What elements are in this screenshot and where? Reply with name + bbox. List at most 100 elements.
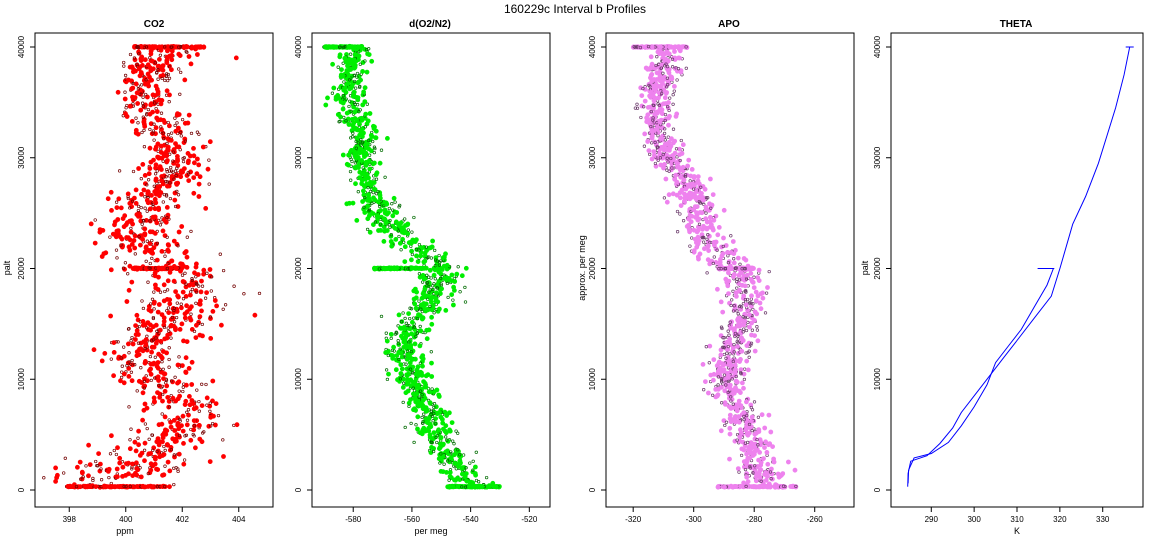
- data-point: [139, 177, 143, 181]
- data-point: [108, 484, 114, 490]
- data-point: [140, 299, 144, 303]
- data-point: [133, 332, 139, 337]
- data-point: [325, 95, 330, 101]
- data-point: [645, 139, 651, 144]
- data-point: [197, 132, 201, 136]
- data-point: [743, 427, 749, 433]
- data-point: [204, 382, 208, 387]
- data-point: [134, 466, 140, 471]
- data-point: [98, 461, 103, 467]
- data-point: [158, 290, 163, 294]
- panel-do2n2-frame: [311, 32, 551, 508]
- data-point: [733, 385, 738, 391]
- data-point: [164, 58, 170, 63]
- data-point: [742, 327, 746, 331]
- data-point: [657, 119, 663, 125]
- data-point: [695, 254, 701, 260]
- data-point: [367, 111, 373, 116]
- data-point: [187, 292, 193, 298]
- data-point: [660, 52, 666, 58]
- data-point: [150, 297, 155, 301]
- data-point: [779, 472, 784, 478]
- data-point: [648, 152, 652, 157]
- data-point: [126, 196, 130, 201]
- data-point: [361, 183, 367, 189]
- data-point: [642, 98, 648, 104]
- data-point: [365, 51, 370, 57]
- data-point: [384, 368, 389, 372]
- data-point: [689, 166, 695, 172]
- data-point: [146, 307, 152, 313]
- data-point: [693, 196, 699, 202]
- data-point: [747, 455, 753, 461]
- data-point: [170, 315, 174, 320]
- data-point: [181, 461, 187, 467]
- data-point: [429, 276, 433, 280]
- data-point: [437, 253, 441, 258]
- data-point: [417, 343, 423, 349]
- data-point: [54, 475, 59, 481]
- data-point: [184, 282, 188, 286]
- data-point: [652, 85, 658, 91]
- data-point: [116, 340, 120, 344]
- data-point: [201, 267, 207, 273]
- data-point: [177, 389, 181, 393]
- data-point: [158, 143, 164, 149]
- data-point: [365, 203, 370, 209]
- data-point: [735, 317, 740, 323]
- data-point: [141, 407, 147, 413]
- data-point: [711, 217, 717, 223]
- data-point: [690, 236, 694, 240]
- data-point: [130, 221, 135, 227]
- data-point: [119, 243, 123, 247]
- data-point: [155, 154, 160, 160]
- data-point: [141, 119, 147, 125]
- data-point: [147, 266, 151, 270]
- data-point: [178, 174, 184, 180]
- data-point: [196, 162, 202, 168]
- x-tick-label: 404: [232, 515, 246, 524]
- data-point: [403, 345, 409, 350]
- data-point: [153, 61, 157, 65]
- data-point: [163, 45, 167, 49]
- data-point: [117, 460, 123, 466]
- data-point: [151, 395, 157, 401]
- data-point: [670, 191, 676, 197]
- data-point: [744, 328, 749, 333]
- data-point: [197, 314, 203, 319]
- data-point: [186, 412, 191, 418]
- data-point: [425, 307, 431, 313]
- data-point: [153, 200, 159, 206]
- y-tick-label: 40000: [17, 35, 26, 58]
- data-point: [79, 469, 85, 475]
- panel-apo-points: [630, 44, 799, 490]
- data-point: [718, 352, 724, 358]
- data-point: [186, 393, 192, 399]
- data-point: [151, 344, 157, 350]
- data-point: [408, 316, 412, 321]
- data-point: [642, 144, 647, 148]
- data-point: [153, 355, 157, 359]
- data-point: [119, 356, 123, 360]
- data-point: [691, 175, 697, 181]
- data-point: [161, 282, 167, 288]
- data-point: [185, 235, 189, 239]
- data-point: [199, 439, 205, 445]
- data-point: [172, 466, 176, 470]
- panel-apo-title: APO: [718, 19, 740, 30]
- data-point: [655, 55, 659, 59]
- data-point: [169, 448, 174, 452]
- data-point: [402, 259, 408, 264]
- data-point: [144, 259, 148, 263]
- data-point: [338, 114, 343, 120]
- data-point: [200, 144, 206, 150]
- data-point: [126, 244, 132, 250]
- data-point: [130, 335, 134, 340]
- data-point: [363, 111, 369, 117]
- data-point: [368, 132, 374, 138]
- data-point: [361, 166, 365, 170]
- data-point: [346, 152, 352, 158]
- data-point: [115, 445, 120, 451]
